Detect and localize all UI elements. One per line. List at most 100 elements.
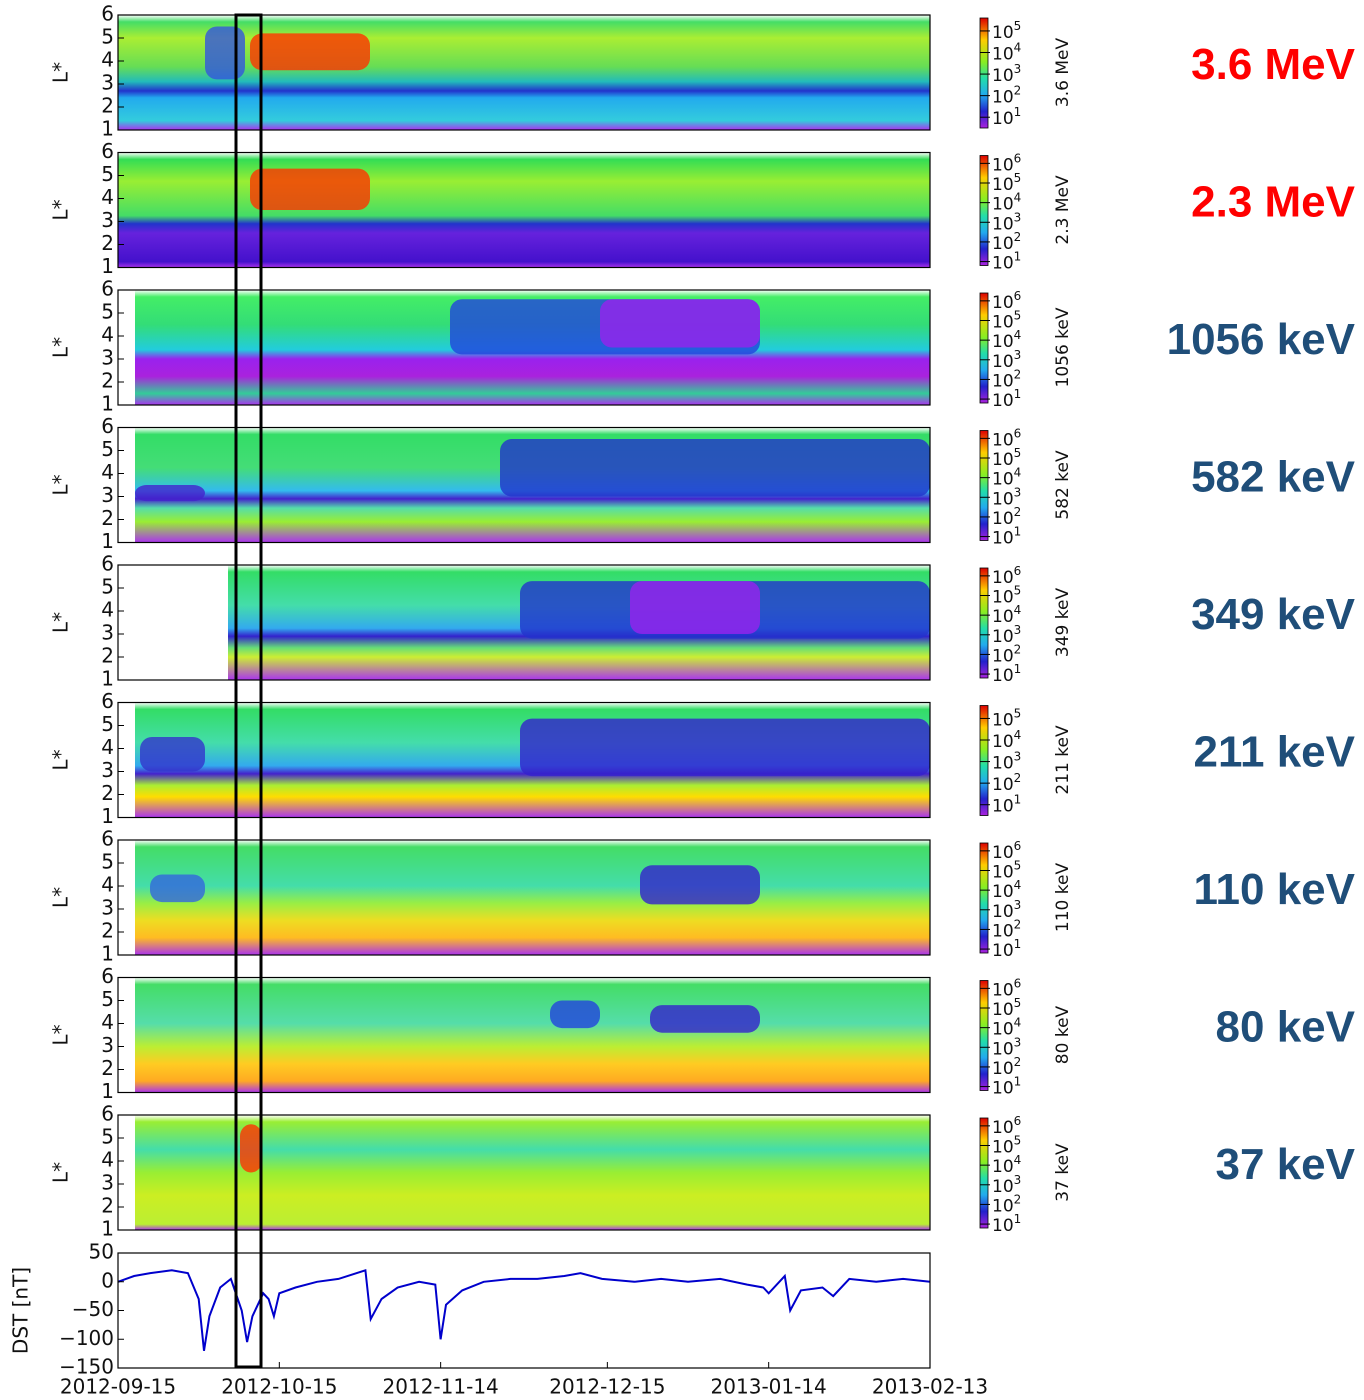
y-tick-label: 5	[101, 437, 114, 461]
colorbar-tick-exponent: 5	[1014, 18, 1022, 32]
y-tick-label: 1	[101, 529, 114, 553]
y-tick-label: 6	[101, 1102, 114, 1126]
spectrogram-image	[135, 977, 930, 1093]
y-tick-label: 0	[101, 1268, 114, 1292]
y-tick-label: 2	[101, 919, 114, 943]
spectrogram-feature	[250, 168, 370, 210]
y-tick-label: 5	[101, 712, 114, 736]
colorbar-tick-label: 105	[992, 996, 1021, 1021]
colorbar-tick-base: 10	[992, 646, 1014, 666]
spectrogram-feature	[500, 439, 930, 497]
colorbar-tick-exponent: 2	[1014, 367, 1022, 381]
colorbar-tick-label: 106	[992, 151, 1021, 176]
colorbar-tick-base: 10	[992, 1000, 1014, 1020]
colorbar-tick-label: 102	[992, 1192, 1021, 1217]
colorbar-tick-exponent: 6	[1014, 426, 1022, 440]
spectrogram-feature	[630, 581, 760, 634]
colorbar-tick-exponent: 6	[1014, 976, 1022, 990]
colorbar-tick-base: 10	[992, 430, 1014, 450]
y-tick-label: 1	[101, 117, 114, 141]
colorbar-tick-label: 103	[992, 897, 1021, 922]
colorbar-tick-base: 10	[992, 568, 1014, 588]
colorbar-tick-label: 102	[992, 83, 1021, 108]
colorbar-tick-exponent: 2	[1014, 83, 1022, 97]
y-tick-label: 4	[101, 598, 114, 622]
colorbar-tick-exponent: 4	[1014, 190, 1022, 204]
colorbar-tick-label: 104	[992, 1015, 1021, 1040]
plot-frame	[117, 564, 931, 681]
colorbar-tick-label: 101	[992, 792, 1021, 817]
colorbar-tick-exponent: 2	[1014, 771, 1022, 785]
colorbar-label: 349 keV	[1053, 588, 1073, 658]
colorbar-tick-label: 103	[992, 1035, 1021, 1060]
plot-frame	[117, 976, 931, 1094]
colorbar-tick-base: 10	[992, 588, 1014, 608]
spectrogram-image	[118, 15, 930, 130]
colorbar-tick-exponent: 2	[1014, 642, 1022, 656]
colorbar-tick-label: 101	[992, 1212, 1021, 1237]
spectrogram-feature	[650, 1005, 760, 1033]
colorbar-tick-label: 101	[992, 105, 1021, 130]
y-tick-label: 6	[101, 689, 114, 713]
y-tick-label: −100	[59, 1326, 114, 1350]
colorbar-tick-exponent: 3	[1014, 897, 1022, 911]
colorbar-tick-exponent: 1	[1014, 1074, 1022, 1088]
colorbar-tick-exponent: 3	[1014, 210, 1022, 224]
plot-frame	[117, 289, 931, 406]
y-axis-label: L*	[49, 887, 73, 908]
colorbar-tick-exponent: 2	[1014, 1054, 1022, 1068]
y-tick-label: 4	[101, 48, 114, 72]
panel-title: 2.3 MeV	[1191, 178, 1356, 227]
plot-frame	[117, 839, 931, 956]
colorbar-tick-label: 103	[992, 485, 1021, 510]
colorbar-tick-base: 10	[992, 88, 1014, 108]
y-tick-label: 2	[101, 369, 114, 393]
colorbar-tick-label: 102	[992, 771, 1021, 796]
colorbar-tick-label: 106	[992, 426, 1021, 451]
plot-frame	[117, 151, 931, 269]
spectrogram-feature	[205, 26, 245, 80]
y-tick-label: 5	[101, 575, 114, 599]
y-tick-label: −150	[59, 1355, 114, 1379]
plot-frame	[117, 426, 931, 544]
colorbar-tick-exponent: 5	[1014, 706, 1022, 720]
y-tick-label: 2	[101, 231, 114, 255]
spectrogram-feature	[150, 874, 205, 903]
colorbar-tick-exponent: 3	[1014, 622, 1022, 636]
colorbar-tick-label: 105	[992, 1133, 1021, 1158]
highlight-box	[234, 13, 263, 1369]
colorbar-tick-exponent: 5	[1014, 1133, 1022, 1147]
y-tick-label: 4	[101, 323, 114, 347]
colorbar-tick-exponent: 4	[1014, 603, 1022, 617]
colorbar-tick-base: 10	[992, 1157, 1014, 1177]
colorbar-tick-exponent: 5	[1014, 996, 1022, 1010]
plot-frame	[117, 1252, 931, 1369]
y-tick-label: 3	[101, 896, 114, 920]
colorbar-tick-exponent: 3	[1014, 347, 1022, 361]
colorbar-tick-base: 10	[992, 1177, 1014, 1197]
colorbar-tick-base: 10	[992, 607, 1014, 627]
y-tick-label: 4	[101, 873, 114, 897]
y-tick-label: 6	[101, 414, 114, 438]
plot-frame	[117, 14, 931, 131]
colorbar-tick-label: 103	[992, 210, 1021, 235]
colorbar-tick-base: 10	[992, 509, 1014, 529]
colorbar-tick-exponent: 1	[1014, 524, 1022, 538]
colorbar-tick-exponent: 3	[1014, 62, 1022, 76]
colorbar	[979, 430, 989, 541]
colorbar-tick-base: 10	[992, 489, 1014, 509]
colorbar-tick-label: 104	[992, 190, 1021, 215]
y-axis-label: L*	[49, 474, 73, 495]
colorbar-tick-exponent: 1	[1014, 792, 1022, 806]
y-tick-label: 1	[101, 254, 114, 278]
spectrogram-feature	[140, 737, 205, 772]
panel-title: 3.6 MeV	[1191, 40, 1356, 89]
colorbar-tick-base: 10	[992, 254, 1014, 274]
y-tick-label: 2	[101, 94, 114, 118]
y-tick-label: 1	[101, 942, 114, 966]
colorbar-tick-exponent: 1	[1014, 1212, 1022, 1226]
colorbar-tick-base: 10	[992, 352, 1014, 372]
colorbar-label: 582 keV	[1053, 450, 1073, 520]
colorbar-tick-base: 10	[992, 66, 1014, 86]
colorbar-tick-label: 102	[992, 1054, 1021, 1079]
